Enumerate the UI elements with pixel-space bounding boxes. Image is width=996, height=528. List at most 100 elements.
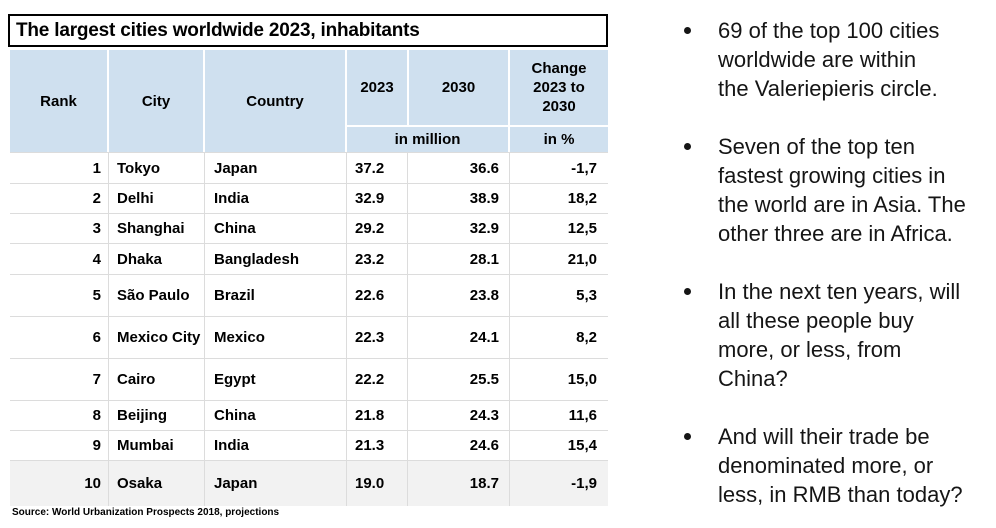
table-row: 2 Delhi India 32.9 38.9 18,2	[10, 184, 608, 214]
cell-2023: 29.2	[346, 214, 407, 243]
largest-cities-table: Rank City Country 2023 2030 Change 2023 …	[10, 50, 608, 506]
cell-rank: 1	[92, 159, 101, 177]
header-unit-percent: in %	[510, 127, 608, 152]
bullet-line: the Valeriepieris circle.	[718, 76, 938, 101]
cell-country: China	[204, 401, 346, 430]
cell-city: Tokyo	[108, 153, 204, 183]
table-row: 6 Mexico City Mexico 22.3 24.1 8,2	[10, 317, 608, 359]
cell-2023: 22.2	[346, 359, 407, 400]
cell-country: Japan	[204, 153, 346, 183]
cell-country: Egypt	[204, 359, 346, 400]
cell-2030: 25.5	[407, 359, 509, 400]
bullet-item: In the next ten years, will all these pe…	[682, 277, 978, 393]
bullet-line: In the next ten years, will	[718, 279, 961, 304]
cell-2030: 18.7	[407, 461, 509, 506]
cell-city: Delhi	[108, 184, 204, 213]
cell-rank: 9	[92, 437, 101, 454]
bullet-item: Seven of the top ten fastest growing cit…	[682, 132, 978, 248]
bullet-line: denominated more, or	[718, 453, 934, 478]
cell-rank: 6	[92, 329, 101, 346]
table-body: 1 Tokyo Japan 37.2 36.6 -1,7 2 Delhi Ind…	[10, 152, 608, 506]
cell-2023: 22.3	[346, 317, 407, 358]
cell-city: Dhaka	[108, 244, 204, 274]
bullet-line: other three are in Africa.	[718, 221, 953, 246]
cell-country: India	[204, 184, 346, 213]
bullet-line: less, in RMB than today?	[718, 482, 963, 507]
bullet-line: And will their trade be	[718, 424, 930, 449]
cell-change: -1,7	[509, 153, 608, 183]
cell-2030: 32.9	[407, 214, 509, 243]
cell-rank: 4	[92, 250, 101, 268]
table-row: 7 Cairo Egypt 22.2 25.5 15,0	[10, 359, 608, 401]
cell-rank: 10	[84, 475, 101, 492]
cell-city: Osaka	[108, 461, 204, 506]
bullet-list: 69 of the top 100 cities worldwide are w…	[682, 16, 978, 528]
table-header: Rank City Country 2023 2030 Change 2023 …	[10, 50, 608, 152]
cell-2030: 24.1	[407, 317, 509, 358]
bullet-line: all these people buy	[718, 308, 914, 333]
cell-change: 12,5	[509, 214, 608, 243]
cell-rank: 2	[92, 190, 101, 207]
cell-2030: 36.6	[407, 153, 509, 183]
cell-2023: 22.6	[346, 275, 407, 316]
table-row: 5 São Paulo Brazil 22.6 23.8 5,3	[10, 275, 608, 317]
bullet-line: fastest growing cities in	[718, 163, 946, 188]
cell-country: Brazil	[204, 275, 346, 316]
bullet-item: 69 of the top 100 cities worldwide are w…	[682, 16, 978, 103]
cell-change: 15,0	[509, 359, 608, 400]
cell-change: 15,4	[509, 431, 608, 460]
cell-2030: 28.1	[407, 244, 509, 274]
cell-2023: 32.9	[346, 184, 407, 213]
bullet-line: 69 of the top 100 cities	[718, 18, 940, 43]
header-2030: 2030	[409, 50, 508, 125]
cell-city: Mexico City	[108, 317, 204, 358]
header-city: City	[109, 50, 203, 152]
header-rank: Rank	[10, 50, 107, 152]
cell-change: 8,2	[509, 317, 608, 358]
header-country: Country	[205, 50, 345, 152]
cell-country: China	[204, 214, 346, 243]
bullet-line: the world are in Asia. The	[718, 192, 966, 217]
cell-rank: 7	[92, 371, 101, 388]
source-note: Source: World Urbanization Prospects 201…	[12, 507, 280, 518]
bullet-line: Seven of the top ten	[718, 134, 915, 159]
cell-change: 18,2	[509, 184, 608, 213]
table-row: 1 Tokyo Japan 37.2 36.6 -1,7	[10, 153, 608, 184]
cell-change: 11,6	[509, 401, 608, 430]
table-row: 3 Shanghai China 29.2 32.9 12,5	[10, 214, 608, 244]
cell-2023: 21.8	[346, 401, 407, 430]
cell-2023: 23.2	[346, 244, 407, 274]
cell-city: São Paulo	[108, 275, 204, 316]
cell-city: Shanghai	[108, 214, 204, 243]
cell-city: Cairo	[108, 359, 204, 400]
table-row: 9 Mumbai India 21.3 24.6 15,4	[10, 431, 608, 461]
cell-country: India	[204, 431, 346, 460]
bullet-item: And will their trade be denominated more…	[682, 422, 978, 509]
table-row: 8 Beijing China 21.8 24.3 11,6	[10, 401, 608, 431]
cell-rank: 5	[92, 287, 101, 304]
slide-title-text: The largest cities worldwide 2023, inhab…	[16, 19, 420, 41]
header-2023: 2023	[347, 50, 407, 125]
bullet-line: more, or less, from	[718, 337, 902, 362]
cell-2030: 24.6	[407, 431, 509, 460]
cell-city: Beijing	[108, 401, 204, 430]
bullet-line: worldwide are within	[718, 47, 917, 72]
cell-2030: 38.9	[407, 184, 509, 213]
cell-country: Mexico	[204, 317, 346, 358]
cell-change: 21,0	[509, 244, 608, 274]
header-unit-million: in million	[347, 127, 508, 152]
header-change: Change 2023 to 2030	[510, 50, 608, 125]
cell-2023: 37.2	[346, 153, 407, 183]
cell-city: Mumbai	[108, 431, 204, 460]
cell-2030: 23.8	[407, 275, 509, 316]
bullet-line: China?	[718, 366, 788, 391]
table-row: 4 Dhaka Bangladesh 23.2 28.1 21,0	[10, 244, 608, 275]
cell-change: -1,9	[509, 461, 608, 506]
cell-2023: 21.3	[346, 431, 407, 460]
cell-rank: 8	[92, 407, 101, 424]
cell-2023: 19.0	[346, 461, 407, 506]
cell-country: Japan	[204, 461, 346, 506]
cell-rank: 3	[92, 220, 101, 237]
cell-country: Bangladesh	[204, 244, 346, 274]
cell-change: 5,3	[509, 275, 608, 316]
